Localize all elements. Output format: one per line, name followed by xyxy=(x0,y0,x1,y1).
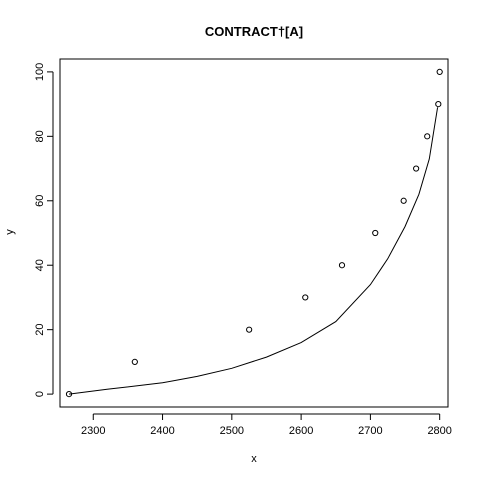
x-tick-label: 2600 xyxy=(289,425,313,437)
data-point xyxy=(436,68,443,75)
data-point xyxy=(131,358,138,365)
data-point xyxy=(400,197,407,204)
x-tick-label: 2400 xyxy=(150,425,174,437)
y-tick-label: 80 xyxy=(34,130,46,142)
y-tick-label: 0 xyxy=(34,391,46,397)
data-point xyxy=(302,294,309,301)
x-tick-label: 2800 xyxy=(427,425,451,437)
data-point xyxy=(372,229,379,237)
fit-curve xyxy=(68,107,439,395)
x-tick-label: 2700 xyxy=(358,425,382,437)
y-tick-label: 60 xyxy=(34,195,46,207)
y-tick-label: 40 xyxy=(34,259,46,271)
data-point xyxy=(246,326,253,333)
y-axis-label: y xyxy=(4,229,16,235)
data-point xyxy=(338,262,346,269)
y-tick-label: 100 xyxy=(34,63,46,81)
plot-frame xyxy=(59,58,449,408)
x-tick-label: 2300 xyxy=(81,425,105,437)
x-axis-label: x xyxy=(251,453,257,465)
y-axis: 0 20 40 60 80 100 xyxy=(34,63,54,397)
data-point xyxy=(65,391,73,398)
x-axis: 2300 2400 2500 2600 2700 2800 xyxy=(81,413,452,437)
x-tick-label: 2500 xyxy=(220,425,244,437)
data-points xyxy=(65,68,443,398)
chart-title: CONTRACT†[A] xyxy=(205,24,303,39)
data-point xyxy=(435,101,442,108)
y-tick-label: 20 xyxy=(34,324,46,336)
data-point xyxy=(424,133,431,140)
data-point xyxy=(413,165,420,172)
